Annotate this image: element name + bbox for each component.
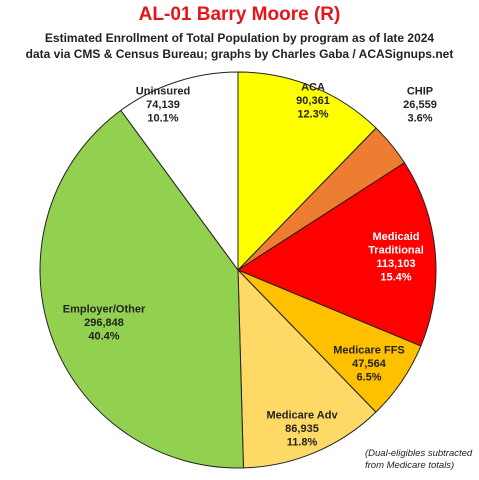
pie-slice-medicaid-traditional (236, 162, 437, 347)
chart-note: (Dual-eligibles subtracted from Medicare… (365, 448, 472, 472)
pie-slice-aca (237, 71, 377, 272)
slice-value: 74,139 (146, 99, 180, 111)
slice-name: Traditional (368, 244, 424, 256)
pie-slice-uninsured (120, 71, 239, 272)
chart-subtitle-line-1: Estimated Enrollment of Total Population… (44, 31, 435, 45)
pie-slice-employer-other (39, 109, 244, 469)
slice-name: Medicare Adv (266, 410, 338, 422)
slice-percent: 15.4% (380, 271, 411, 283)
chart-title: AL-01 Barry Moore (R) (138, 4, 341, 25)
slice-name: ACA (301, 82, 325, 94)
slice-value: 47,564 (352, 358, 387, 370)
chart-subtitle-line-2: data via CMS & Census Bureau; graphs by … (25, 47, 454, 61)
slice-value: 113,103 (376, 258, 415, 270)
slice-name: CHIP (407, 86, 433, 98)
pie-slice-medicare-adv (237, 268, 377, 469)
slice-value: 86,935 (285, 423, 319, 435)
slice-name: Uninsured (136, 86, 190, 98)
slice-value: 296,848 (84, 317, 124, 329)
slice-name: Employer/Other (63, 304, 146, 316)
slice-percent: 10.1% (147, 113, 178, 125)
slice-percent: 3.6% (407, 113, 432, 125)
slice-name: Medicaid (372, 231, 419, 243)
slice-name: Medicare FFS (333, 345, 405, 357)
chart-note-line-2: from Medicare totals) (365, 460, 455, 471)
slice-percent: 11.8% (287, 437, 318, 449)
slice-percent: 12.3% (297, 109, 328, 121)
slice-percent: 6.5% (356, 372, 381, 384)
chart-note-line-1: (Dual-eligibles subtracted (365, 448, 473, 459)
slice-value: 90,361 (296, 95, 330, 107)
slice-percent: 40.4% (88, 331, 119, 343)
slice-value: 26,559 (403, 99, 437, 111)
